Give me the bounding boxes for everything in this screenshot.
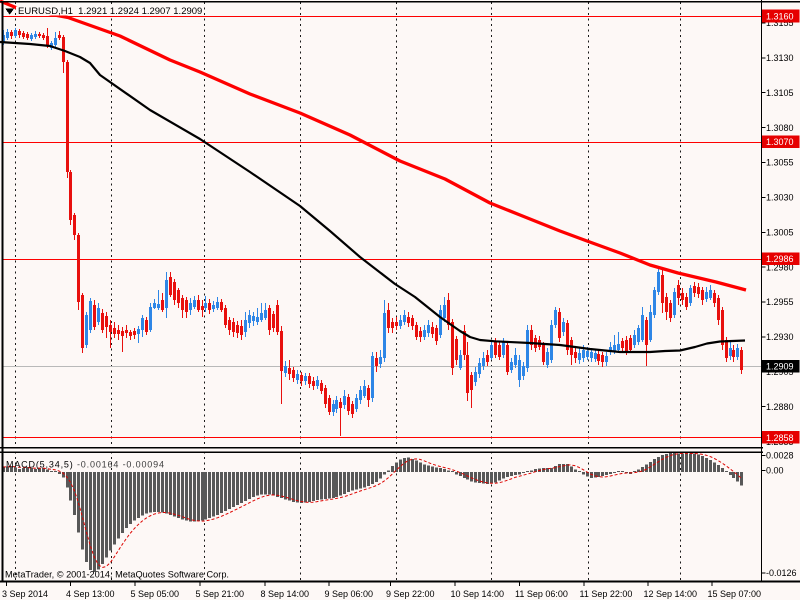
svg-text:1.2858: 1.2858 [766,433,794,443]
svg-text:5 Sep 21:00: 5 Sep 21:00 [196,589,245,599]
svg-text:1.3030: 1.3030 [766,193,794,203]
svg-text:0.0028: 0.0028 [766,451,794,461]
svg-text:10 Sep 14:00: 10 Sep 14:00 [451,589,505,599]
svg-text:1.3070: 1.3070 [766,137,794,147]
svg-text:1.2909: 1.2909 [766,362,794,372]
svg-text:5 Sep 05:00: 5 Sep 05:00 [131,589,180,599]
svg-text:1.2880: 1.2880 [766,402,794,412]
svg-text:MACD(5,34,5) -0.00164 -0.00094: MACD(5,34,5) -0.00164 -0.00094 [6,460,164,470]
svg-text:1.2930: 1.2930 [766,332,794,342]
svg-text:-0.0126: -0.0126 [766,568,797,578]
svg-text:1.2980: 1.2980 [766,262,794,272]
svg-text:9 Sep 06:00: 9 Sep 06:00 [325,589,374,599]
svg-text:9 Sep 22:00: 9 Sep 22:00 [386,589,435,599]
svg-text:8 Sep 14:00: 8 Sep 14:00 [261,589,310,599]
svg-text:1.3055: 1.3055 [766,158,794,168]
svg-text:1.3005: 1.3005 [766,228,794,238]
svg-text:11 Sep 22:00: 11 Sep 22:00 [580,589,633,599]
svg-text:11 Sep 06:00: 11 Sep 06:00 [515,589,568,599]
svg-text:0.00: 0.00 [766,466,784,476]
svg-text:MetaTrader, © 2001-2014, MetaQ: MetaTrader, © 2001-2014, MetaQuotes Soft… [5,570,229,580]
svg-text:3 Sep 2014: 3 Sep 2014 [2,589,48,599]
svg-text:1.3160: 1.3160 [766,11,794,21]
svg-text:1.2955: 1.2955 [766,297,794,307]
svg-text:1.3155: 1.3155 [766,18,794,28]
svg-text:1.3105: 1.3105 [766,88,794,98]
svg-text:12 Sep 14:00: 12 Sep 14:00 [644,589,698,599]
svg-text:15 Sep 07:00: 15 Sep 07:00 [708,589,762,599]
svg-text:4 Sep 13:00: 4 Sep 13:00 [66,589,115,599]
svg-text:EURUSD,H1 1.2921 1.2924 1.290: EURUSD,H1 1.2921 1.2924 1.2907 1.2909 [18,6,202,17]
svg-text:1.3130: 1.3130 [766,53,794,63]
svg-text:1.2986: 1.2986 [766,254,794,264]
svg-text:1.3080: 1.3080 [766,123,794,133]
